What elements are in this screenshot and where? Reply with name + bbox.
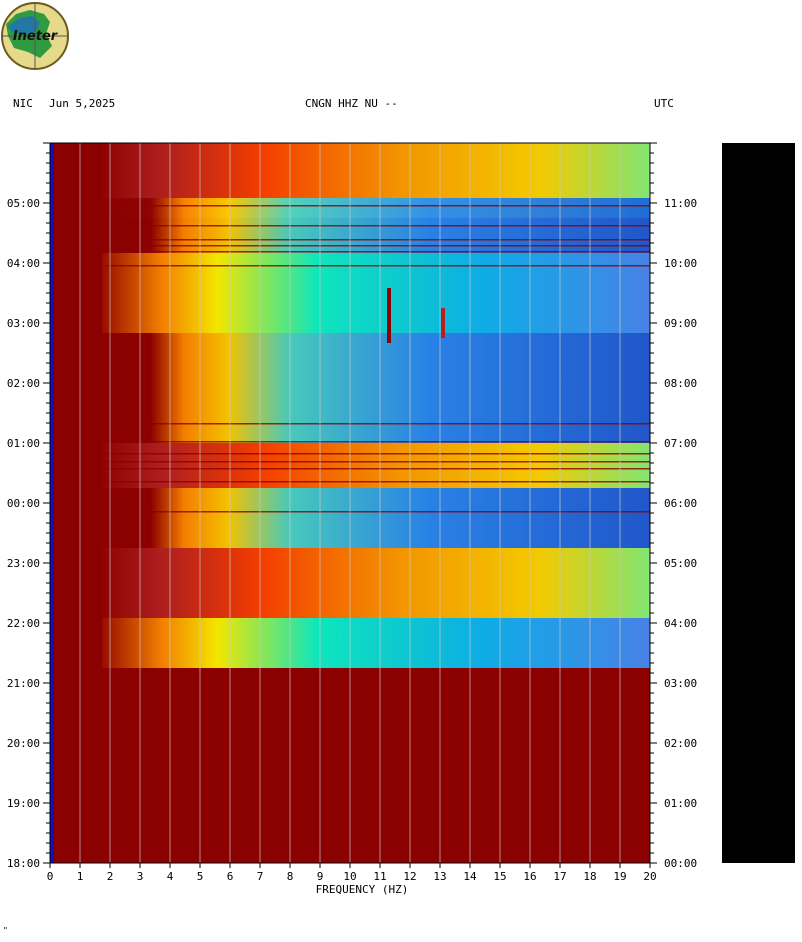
heatmap-band: [95, 548, 650, 618]
y-right-tick-label: 05:00: [664, 557, 697, 570]
y-right-tick-label: 10:00: [664, 257, 697, 270]
y-left-tick-label: 19:00: [7, 797, 40, 810]
y-right-tick-label: 00:00: [664, 857, 697, 870]
station-label: NIC: [13, 97, 33, 110]
footer-mark: ": [3, 926, 8, 935]
channel-label: CNGN HHZ NU --: [305, 97, 398, 110]
heatmap-noise-line: [105, 453, 650, 455]
timezone-label: UTC: [654, 97, 674, 110]
frequency-gridlines: [79, 143, 621, 863]
heatmap-streak: [441, 308, 445, 338]
x-tick-label: 3: [137, 870, 144, 883]
x-tick-label: 9: [317, 870, 324, 883]
y-right-tick-label: 04:00: [664, 617, 697, 630]
x-tick-label: 5: [197, 870, 204, 883]
heatmap-noise-line: [105, 265, 650, 267]
heatmap-noise-line: [105, 205, 650, 207]
x-tick-label: 4: [167, 870, 174, 883]
y-left-tick-label: 18:00: [7, 857, 40, 870]
x-tick-label: 17: [553, 870, 566, 883]
heatmap-noise-line: [105, 245, 650, 247]
y-left-tick-label: 00:00: [7, 497, 40, 510]
heatmap-noise-line: [105, 251, 650, 253]
x-tick-label: 11: [373, 870, 386, 883]
heatmap-noise-line: [105, 461, 650, 463]
heatmap-streak: [387, 288, 391, 343]
heatmap-noise-line: [105, 441, 650, 443]
y-right-tick-label: 06:00: [664, 497, 697, 510]
x-tick-label: 15: [493, 870, 506, 883]
x-tick-label: 19: [613, 870, 626, 883]
y-left-tick-label: 21:00: [7, 677, 40, 690]
x-tick-label: 20: [643, 870, 656, 883]
x-tick-label: 6: [227, 870, 234, 883]
y-left-tick-label: 05:00: [7, 197, 40, 210]
x-tick-label: 14: [463, 870, 477, 883]
heatmap-band: [95, 488, 650, 548]
y-left-tick-label: 20:00: [7, 737, 40, 750]
heatmap-noise-line: [105, 468, 650, 470]
y-right-tick-label: 09:00: [664, 317, 697, 330]
heatmap-lowfreq-column: [52, 143, 102, 863]
x-tick-label: 7: [257, 870, 264, 883]
y-right-tick-label: 11:00: [664, 197, 697, 210]
heatmap-band: [95, 618, 650, 668]
date-label: Jun 5,2025: [49, 97, 116, 110]
x-tick-label: 2: [107, 870, 114, 883]
heatmap-noise-line: [105, 481, 650, 483]
x-tick-label: 0: [47, 870, 54, 883]
y-left-tick-label: 22:00: [7, 617, 40, 630]
heatmap-noise-line: [105, 239, 650, 241]
y-left-tick-label: 01:00: [7, 437, 40, 450]
heatmap-band: [95, 333, 650, 443]
x-tick-label: 16: [523, 870, 536, 883]
heatmap-noise-line: [105, 225, 650, 227]
heatmap-noise-line: [105, 511, 650, 513]
ineter-logo: Ineter: [0, 0, 74, 77]
x-axis-label: FREQUENCY (HZ): [316, 883, 409, 896]
x-tick-label: 10: [343, 870, 356, 883]
y-right-tick-label: 07:00: [664, 437, 697, 450]
y-left-tick-label: 02:00: [7, 377, 40, 390]
x-tick-label: 8: [287, 870, 294, 883]
heatmap-edge-column: [50, 143, 54, 863]
logo-text: Ineter: [13, 29, 59, 44]
y-left-tick-label: 03:00: [7, 317, 40, 330]
heatmap-noise-line: [105, 423, 650, 425]
heatmap-band: [95, 443, 650, 488]
x-tick-label: 13: [433, 870, 446, 883]
chart-axes: 0 1 2 3 4 5 6 7 8 9 10 11 12 13 14 15 16 17 18 19 2018:0019:…: [7, 142, 697, 883]
y-right-tick-label: 01:00: [664, 797, 697, 810]
x-tick-label: 12: [403, 870, 416, 883]
x-tick-label: 1: [77, 870, 84, 883]
y-left-tick-label: 23:00: [7, 557, 40, 570]
y-right-tick-label: 03:00: [664, 677, 697, 690]
y-left-tick-label: 04:00: [7, 257, 40, 270]
y-right-tick-label: 02:00: [664, 737, 697, 750]
x-tick-label: 18: [583, 870, 596, 883]
colorbar-panel: [722, 143, 795, 863]
y-right-tick-label: 08:00: [664, 377, 697, 390]
